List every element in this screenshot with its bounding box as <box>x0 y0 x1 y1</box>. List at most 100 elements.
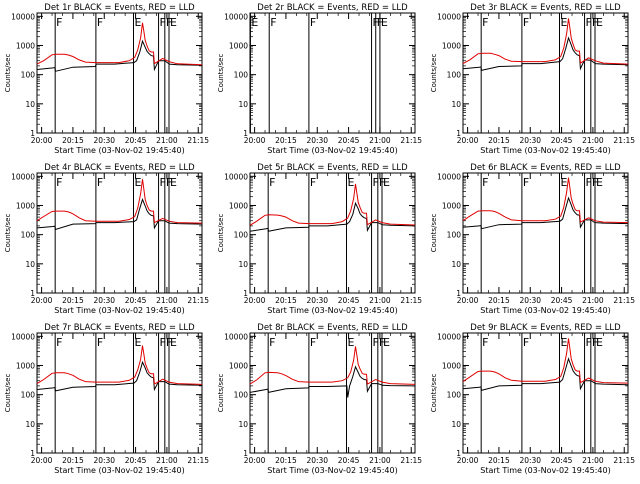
x-tick-label: 21:15 <box>187 136 209 145</box>
panel-det-7r: Det 7r BLACK = Events, RED = LLD 1 10 100 10… <box>4 323 209 475</box>
x-tick-label: 20:00 <box>457 296 479 305</box>
plot-frame <box>462 332 629 454</box>
event-marker-label: F <box>586 176 592 189</box>
x-tick-label: 21:15 <box>613 456 635 465</box>
y-tick-label: 10000 <box>437 332 461 341</box>
x-tick-label: 20:15 <box>488 136 510 145</box>
y-tick-label: 10000 <box>224 172 248 181</box>
y-tick-label: 10 <box>25 420 35 429</box>
event-marker-label: E <box>170 16 177 29</box>
y-tick-label: 1 <box>456 449 461 458</box>
panel-title: Det 3r BLACK = Events, RED = LLD <box>470 3 621 13</box>
y-tick-label: 1000 <box>16 201 35 210</box>
panel-det-6r: Det 6r BLACK = Events, RED = LLD 1 10 100 10… <box>430 163 635 315</box>
y-tick-label: 100 <box>447 71 462 80</box>
y-axis-label: Counts/sec <box>4 374 12 413</box>
y-axis-label: Counts/sec <box>430 54 438 93</box>
panel-title: Det 7r BLACK = Events, RED = LLD <box>44 323 195 333</box>
series-lld-line <box>462 177 629 224</box>
plot-frame <box>36 12 203 134</box>
x-axis-label: Start Time (03-Nov-02 19:45:40) <box>480 146 610 155</box>
y-tick-label: 1000 <box>229 41 248 50</box>
y-tick-label: 1 <box>456 129 461 138</box>
x-tick-label: 20:45 <box>125 296 147 305</box>
x-tick-label: 20:30 <box>306 136 328 145</box>
y-tick-label: 1 <box>243 129 248 138</box>
y-tick-label: 100 <box>447 391 462 400</box>
event-marker-label: E <box>251 16 258 29</box>
panel-title: Det 4r BLACK = Events, RED = LLD <box>44 163 195 173</box>
x-tick-label: 20:00 <box>457 456 479 465</box>
y-axis-label: Counts/sec <box>4 214 12 253</box>
series-events-line <box>36 39 203 72</box>
series-events-line <box>462 357 629 392</box>
panel-det-1r: Det 1r BLACK = Events, RED = LLD 1 10 100 10… <box>4 3 209 155</box>
event-marker-label: E <box>560 336 567 349</box>
y-tick-label: 1000 <box>442 41 461 50</box>
x-tick-label: 20:15 <box>275 456 297 465</box>
event-marker-label: F <box>310 16 316 29</box>
panel-title: Det 8r BLACK = Events, RED = LLD <box>257 323 408 333</box>
x-axis-label: Start Time (03-Nov-02 19:45:40) <box>267 306 397 315</box>
y-tick-label: 10 <box>238 100 248 109</box>
x-tick-label: 21:00 <box>156 136 178 145</box>
x-tick-label: 20:00 <box>31 296 53 305</box>
event-marker-label: F <box>523 336 529 349</box>
x-tick-label: 20:45 <box>125 136 147 145</box>
y-tick-label: 10000 <box>437 12 461 21</box>
x-tick-label: 20:30 <box>306 456 328 465</box>
event-marker-label: E <box>596 336 603 349</box>
y-tick-label: 10 <box>451 260 461 269</box>
event-marker-label: E <box>383 176 390 189</box>
event-marker-label: F <box>160 176 166 189</box>
event-marker-label: F <box>97 16 103 29</box>
x-tick-label: 21:15 <box>613 136 635 145</box>
y-axis-label: Counts/sec <box>217 214 225 253</box>
x-axis-label: Start Time (03-Nov-02 19:45:40) <box>54 466 184 475</box>
y-axis-label: Counts/sec <box>217 54 225 93</box>
y-tick-label: 1000 <box>16 361 35 370</box>
event-marker-label: E <box>596 176 603 189</box>
series-lld-line <box>36 345 203 385</box>
x-tick-label: 21:00 <box>156 296 178 305</box>
x-tick-label: 21:00 <box>156 456 178 465</box>
x-tick-label: 20:15 <box>275 136 297 145</box>
event-marker-label: E <box>170 336 177 349</box>
x-tick-label: 20:45 <box>125 456 147 465</box>
y-tick-label: 10 <box>238 260 248 269</box>
y-tick-label: 1 <box>30 449 35 458</box>
y-tick-label: 100 <box>21 231 36 240</box>
x-tick-label: 20:00 <box>31 136 53 145</box>
event-marker-label: F <box>482 336 488 349</box>
series-events-line <box>249 365 416 398</box>
x-tick-label: 20:00 <box>244 136 266 145</box>
y-axis-label: Counts/sec <box>217 374 225 413</box>
plot-frame <box>249 172 416 294</box>
y-axis-label: Counts/sec <box>4 54 12 93</box>
series-events-line <box>462 196 629 230</box>
x-tick-label: 20:30 <box>93 136 115 145</box>
y-tick-label: 10000 <box>11 12 35 21</box>
y-tick-label: 1 <box>456 289 461 298</box>
x-tick-label: 20:00 <box>31 456 53 465</box>
y-tick-label: 100 <box>234 391 249 400</box>
x-tick-label: 21:00 <box>369 296 391 305</box>
x-tick-label: 20:45 <box>338 296 360 305</box>
series-lld-line <box>462 338 629 384</box>
x-axis-label: Start Time (03-Nov-02 19:45:40) <box>267 146 397 155</box>
series-events-line <box>36 360 203 392</box>
y-tick-label: 10000 <box>224 332 248 341</box>
event-marker-label: F <box>56 336 62 349</box>
plot-frame <box>249 332 416 454</box>
event-marker-label: F <box>160 16 166 29</box>
panel-det-5r: Det 5r BLACK = Events, RED = LLD 1 10 100 10… <box>217 163 422 315</box>
event-marker-label: F <box>97 176 103 189</box>
y-tick-label: 10000 <box>437 172 461 181</box>
series-lld-line <box>462 18 629 65</box>
x-tick-label: 20:00 <box>457 136 479 145</box>
series-lld-line <box>249 346 416 385</box>
x-tick-label: 21:15 <box>400 136 422 145</box>
x-tick-label: 20:30 <box>306 296 328 305</box>
panel-det-4r: Det 4r BLACK = Events, RED = LLD 1 10 100 10… <box>4 163 209 315</box>
event-marker-label: F <box>482 176 488 189</box>
